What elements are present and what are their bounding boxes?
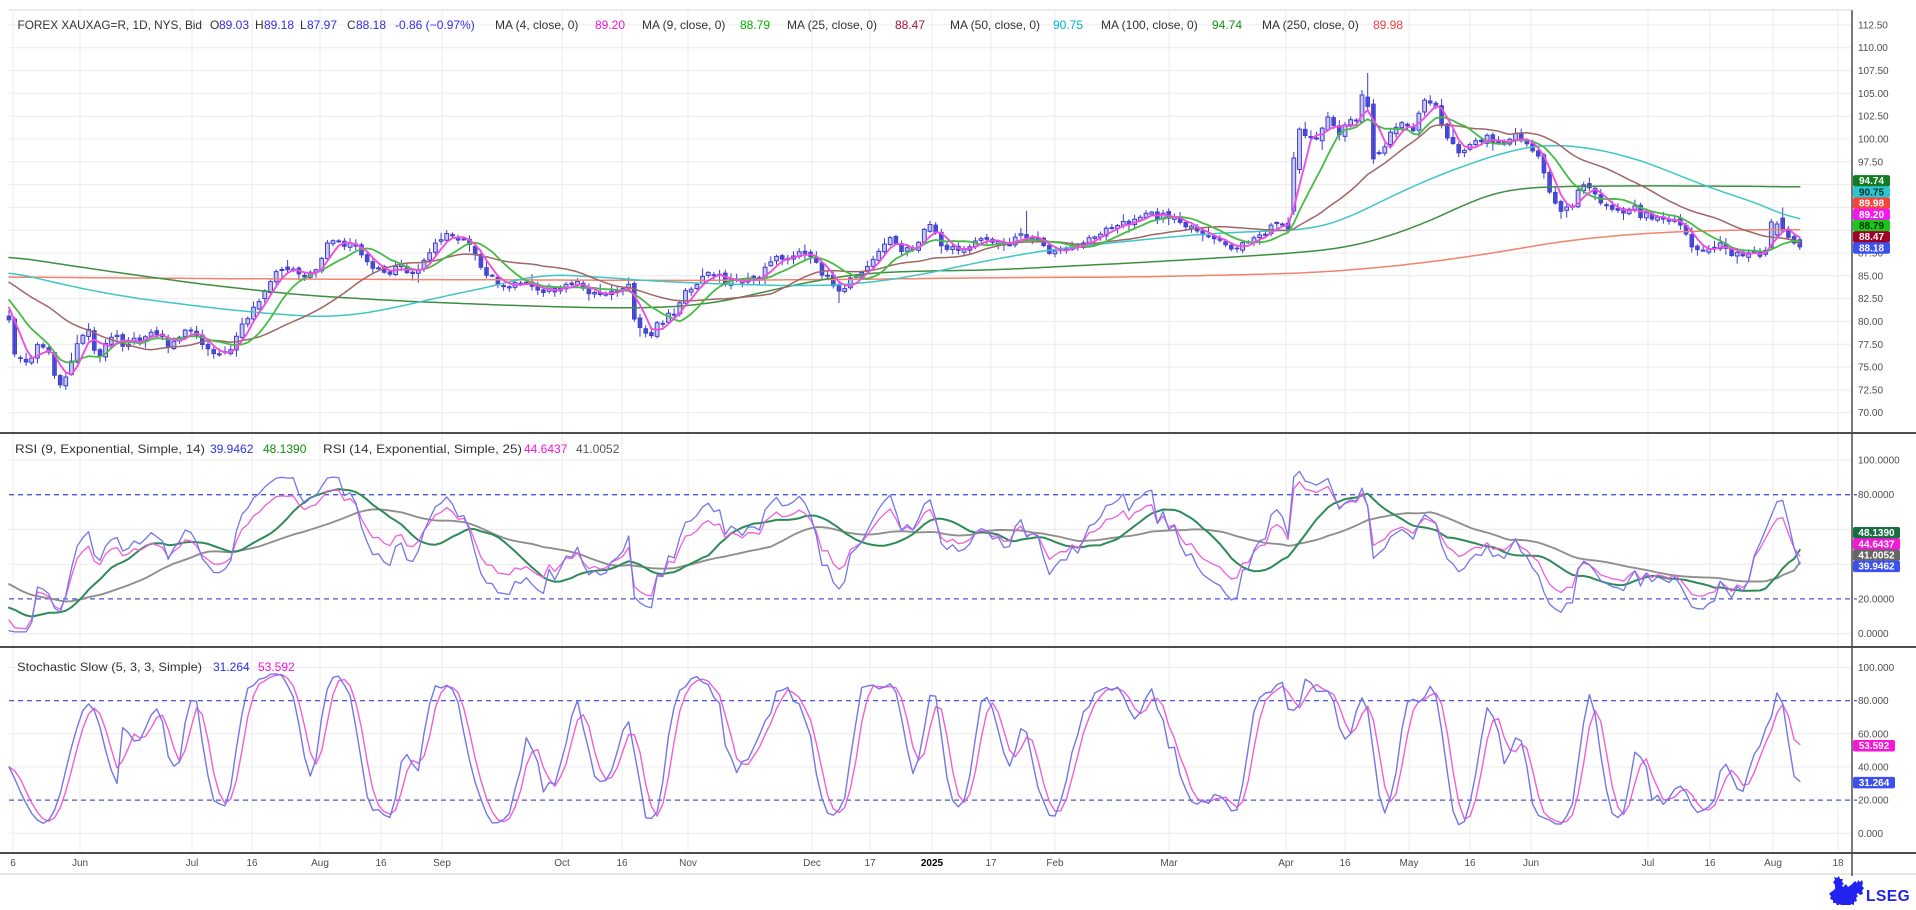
- svg-text:94.74: 94.74: [1212, 18, 1242, 32]
- svg-text:RSI (9, Exponential, Simple, 1: RSI (9, Exponential, Simple, 14): [15, 442, 205, 456]
- svg-text:Sep: Sep: [433, 858, 451, 869]
- svg-text:16: 16: [1464, 858, 1476, 869]
- svg-text:88.18: 88.18: [356, 18, 386, 32]
- svg-text:110.00: 110.00: [1858, 43, 1888, 54]
- svg-text:31.264: 31.264: [1859, 778, 1890, 789]
- svg-text:39.9462: 39.9462: [1858, 562, 1895, 573]
- svg-text:16: 16: [1339, 858, 1351, 869]
- svg-text:88.47: 88.47: [895, 18, 925, 32]
- svg-text:87.97: 87.97: [307, 18, 337, 32]
- svg-text:97.50: 97.50: [1858, 157, 1883, 168]
- svg-text:48.1390: 48.1390: [263, 442, 307, 456]
- svg-text:88.47: 88.47: [1859, 232, 1884, 243]
- svg-text:C: C: [347, 18, 356, 32]
- svg-text:H: H: [255, 18, 264, 32]
- svg-text:FOREX XAUXAG=R, 1D, NYS, Bid: FOREX XAUXAG=R, 1D, NYS, Bid: [18, 18, 203, 32]
- svg-text:Dec: Dec: [803, 858, 821, 869]
- svg-text:Stochastic Slow (5, 3, 3, Simp: Stochastic Slow (5, 3, 3, Simple): [17, 660, 202, 674]
- svg-text:Feb: Feb: [1046, 858, 1064, 869]
- svg-text:89.03: 89.03: [219, 18, 249, 32]
- svg-text:Aug: Aug: [1764, 858, 1782, 869]
- svg-text:39.9462: 39.9462: [210, 442, 254, 456]
- svg-text:88.79: 88.79: [1859, 221, 1884, 232]
- svg-text:60.000: 60.000: [1858, 729, 1889, 740]
- svg-text:20.000: 20.000: [1858, 796, 1889, 807]
- svg-text:MA (50, close, 0): MA (50, close, 0): [950, 18, 1040, 32]
- svg-text:100.00: 100.00: [1858, 135, 1889, 146]
- svg-text:89.18: 89.18: [264, 18, 294, 32]
- svg-text:18: 18: [1832, 858, 1844, 869]
- svg-text:89.98: 89.98: [1373, 18, 1403, 32]
- svg-text:77.50: 77.50: [1858, 340, 1883, 351]
- svg-text:16: 16: [246, 858, 258, 869]
- svg-text:88.79: 88.79: [740, 18, 770, 32]
- svg-text:20.0000: 20.0000: [1858, 594, 1895, 605]
- svg-text:Jul: Jul: [1642, 858, 1655, 869]
- svg-text:53.592: 53.592: [258, 660, 295, 674]
- svg-text:102.50: 102.50: [1858, 112, 1889, 123]
- svg-text:72.50: 72.50: [1858, 385, 1883, 396]
- svg-text:105.00: 105.00: [1858, 89, 1889, 100]
- svg-text:May: May: [1400, 858, 1419, 869]
- svg-text:100.0000: 100.0000: [1858, 456, 1900, 467]
- svg-text:90.75: 90.75: [1859, 187, 1884, 198]
- svg-text:0.000: 0.000: [1858, 829, 1883, 840]
- svg-text:94.74: 94.74: [1859, 176, 1884, 187]
- svg-text:75.00: 75.00: [1858, 363, 1883, 374]
- svg-text:44.6437: 44.6437: [1858, 539, 1895, 550]
- svg-text:16: 16: [616, 858, 628, 869]
- svg-text:85.00: 85.00: [1858, 271, 1883, 282]
- svg-text:Jun: Jun: [1523, 858, 1539, 869]
- svg-text:31.264: 31.264: [213, 660, 250, 674]
- svg-text:40.000: 40.000: [1858, 762, 1889, 773]
- svg-text:MA (4, close, 0): MA (4, close, 0): [495, 18, 578, 32]
- svg-text:107.50: 107.50: [1858, 66, 1889, 77]
- svg-text:0.0000: 0.0000: [1858, 629, 1889, 640]
- svg-text:16: 16: [375, 858, 387, 869]
- svg-text:LSEG: LSEG: [1866, 888, 1910, 905]
- svg-text:6: 6: [10, 858, 16, 869]
- svg-text:2025: 2025: [921, 858, 944, 869]
- svg-text:MA (100, close, 0): MA (100, close, 0): [1101, 18, 1198, 32]
- svg-text:17: 17: [864, 858, 876, 869]
- svg-text:82.50: 82.50: [1858, 294, 1883, 305]
- svg-text:Aug: Aug: [311, 858, 329, 869]
- svg-text:80.00: 80.00: [1858, 317, 1883, 328]
- svg-text:53.592: 53.592: [1859, 741, 1890, 752]
- svg-text:80.0000: 80.0000: [1858, 490, 1895, 501]
- svg-text:48.1390: 48.1390: [1858, 528, 1895, 539]
- svg-text:17: 17: [985, 858, 997, 869]
- svg-text:MA (25, close, 0): MA (25, close, 0): [787, 18, 877, 32]
- svg-text:16: 16: [1704, 858, 1716, 869]
- svg-text:O: O: [210, 18, 219, 32]
- svg-text:MA (9, close, 0): MA (9, close, 0): [642, 18, 725, 32]
- svg-text:Jul: Jul: [186, 858, 199, 869]
- svg-text:89.20: 89.20: [1859, 210, 1884, 221]
- svg-text:RSI (14, Exponential, Simple,: RSI (14, Exponential, Simple, 25): [323, 442, 522, 456]
- svg-text:112.50: 112.50: [1858, 20, 1888, 31]
- svg-text:Mar: Mar: [1160, 858, 1178, 869]
- svg-text:44.6437: 44.6437: [524, 442, 568, 456]
- svg-text:87.50: 87.50: [1858, 249, 1883, 260]
- svg-text:70.00: 70.00: [1858, 408, 1883, 419]
- svg-text:90.75: 90.75: [1053, 18, 1083, 32]
- svg-text:88.18: 88.18: [1859, 243, 1884, 254]
- svg-text:41.0052: 41.0052: [1858, 551, 1895, 562]
- svg-text:Nov: Nov: [679, 858, 697, 869]
- svg-text:100.000: 100.000: [1858, 663, 1895, 674]
- svg-text:80.000: 80.000: [1858, 696, 1889, 707]
- svg-text:Apr: Apr: [1278, 858, 1294, 869]
- svg-text:Jun: Jun: [72, 858, 88, 869]
- svg-text:89.20: 89.20: [595, 18, 625, 32]
- svg-text:-0.86 (−0.97%): -0.86 (−0.97%): [395, 18, 475, 32]
- svg-text:41.0052: 41.0052: [576, 442, 620, 456]
- svg-text:L: L: [300, 18, 307, 32]
- svg-text:Oct: Oct: [554, 858, 570, 869]
- svg-text:MA (250, close, 0): MA (250, close, 0): [1262, 18, 1359, 32]
- svg-text:89.98: 89.98: [1859, 199, 1884, 210]
